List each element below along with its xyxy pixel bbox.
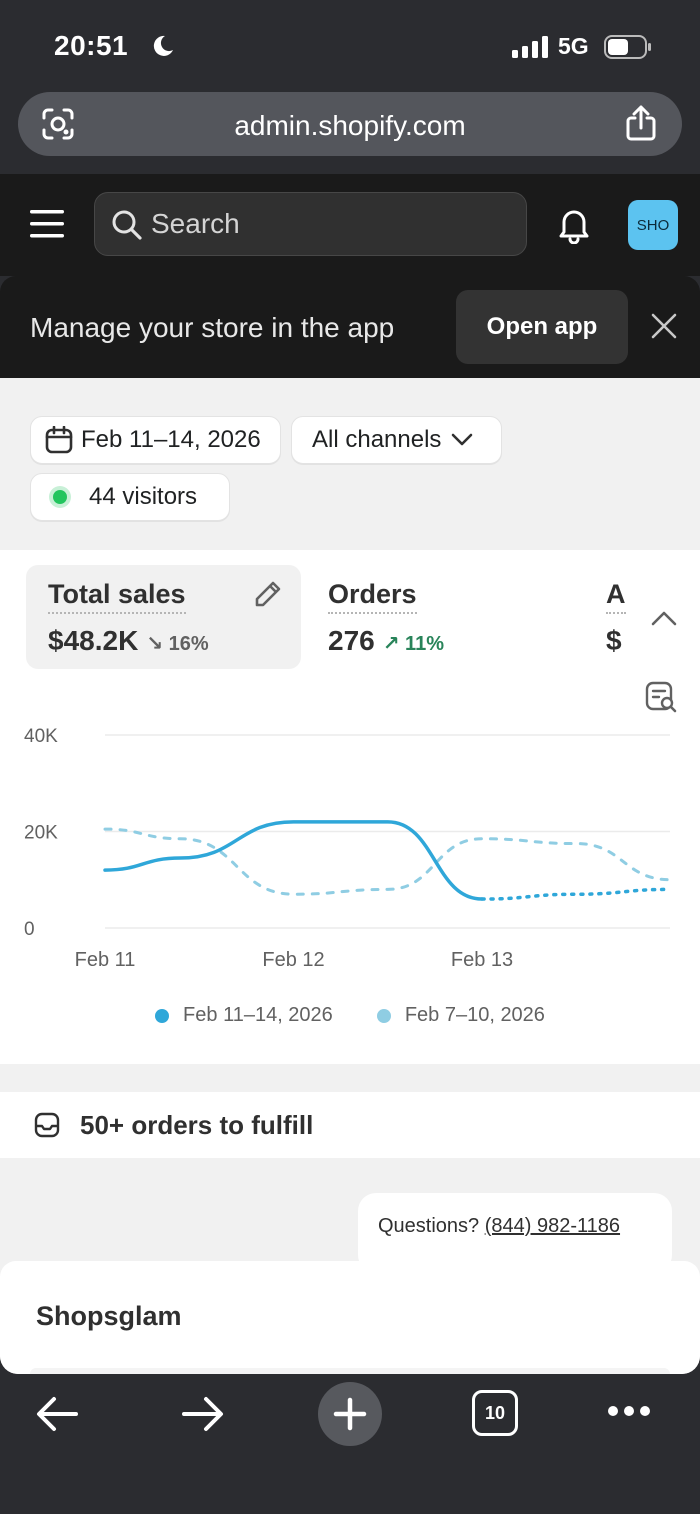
chevron-up-icon[interactable] xyxy=(650,608,678,628)
calendar-icon xyxy=(45,426,73,454)
metric-tab-third[interactable]: A $ xyxy=(586,565,626,669)
support-text: Questions? (844) 982-1186 xyxy=(378,1215,620,1238)
date-range-picker[interactable]: Feb 11–14, 2026 xyxy=(30,416,281,464)
orders-label: Orders xyxy=(328,579,417,614)
legend-item-previous: Feb 7–10, 2026 xyxy=(376,1004,545,1027)
plus-icon xyxy=(333,1397,367,1431)
banner-text: Manage your store in the app xyxy=(30,312,395,343)
third-metric-label: A xyxy=(606,579,626,614)
status-time: 20:51 xyxy=(54,30,129,61)
new-tab-button[interactable] xyxy=(318,1382,382,1446)
store-card[interactable]: Shopsglam xyxy=(0,1261,700,1374)
legend-dot-previous xyxy=(376,1008,391,1023)
store-card-divider xyxy=(30,1368,670,1374)
x-tick-label: Feb 11 xyxy=(75,949,136,971)
total-sales-amount: $48.2K xyxy=(48,625,139,656)
address-bar[interactable]: admin.shopify.com xyxy=(18,92,682,156)
live-dot-icon xyxy=(53,490,67,504)
more-options-icon[interactable] xyxy=(606,1404,652,1418)
support-phone-link[interactable]: (844) 982-1186 xyxy=(484,1215,621,1237)
inbox-icon xyxy=(34,1112,60,1138)
channels-dropdown[interactable]: All channels xyxy=(291,416,502,464)
support-question: Questions? xyxy=(378,1215,480,1237)
lens-icon[interactable] xyxy=(40,106,76,142)
view-report-icon[interactable] xyxy=(644,680,678,714)
moon-icon xyxy=(153,35,173,56)
share-icon[interactable] xyxy=(624,104,658,142)
support-card: Questions? (844) 982-1186 xyxy=(358,1193,672,1273)
admin-header: SHO xyxy=(0,174,700,276)
series-line-dashed xyxy=(103,827,672,896)
store-name: Shopsglam xyxy=(36,1301,182,1331)
legend-label-previous: Feb 7–10, 2026 xyxy=(404,1004,545,1026)
legend-dot-current xyxy=(155,1008,170,1023)
tab-switcher-button[interactable]: 10 xyxy=(472,1390,518,1436)
browser-toolbar: 10 xyxy=(0,1374,700,1514)
search-box[interactable] xyxy=(94,192,527,256)
chevron-down-icon xyxy=(452,433,473,446)
metric-tab-orders[interactable]: Orders 276 ↗ 11% xyxy=(306,565,576,669)
close-icon[interactable] xyxy=(650,312,678,340)
signal-icon xyxy=(512,36,548,58)
orders-amount: 276 xyxy=(328,625,375,656)
series-line-dotted xyxy=(480,887,673,901)
network-label: 5G xyxy=(558,33,589,59)
analytics-card: Total sales $48.2K ↘ 16% Orders 276 ↗ 11% … xyxy=(0,550,700,1064)
x-tick-label: Feb 13 xyxy=(451,949,513,971)
metric-tab-total-sales[interactable]: Total sales $48.2K ↘ 16% xyxy=(26,565,301,669)
search-icon xyxy=(112,210,142,240)
live-visitors-chip[interactable]: 44 visitors xyxy=(30,473,230,521)
y-tick-label: 0 xyxy=(24,919,35,940)
search-input[interactable] xyxy=(151,193,511,255)
x-tick-label: Feb 12 xyxy=(262,949,324,971)
orders-delta: ↗ 11% xyxy=(382,633,444,655)
total-sales-value: $48.2K ↘ 16% xyxy=(48,625,209,657)
sales-line-chart: 40K 20K 0 Feb 11 Feb 12 Feb 13 xyxy=(24,726,673,971)
avatar[interactable]: SHO xyxy=(628,200,678,250)
date-range-label: Feb 11–14, 2026 xyxy=(81,426,261,453)
battery-icon xyxy=(604,35,651,59)
total-sales-delta-value: 16% xyxy=(168,633,209,655)
app-banner: Manage your store in the app Open app xyxy=(0,276,700,378)
orders-value: 276 ↗ 11% xyxy=(328,625,444,657)
forward-arrow-icon[interactable] xyxy=(180,1394,226,1434)
third-metric-value: $ xyxy=(606,625,622,656)
visitors-label: 44 visitors xyxy=(89,483,198,510)
y-tick-label: 20K xyxy=(24,823,58,844)
orders-to-fulfill-row[interactable]: 50+ orders to fulfill xyxy=(0,1092,700,1158)
bell-icon[interactable] xyxy=(556,206,592,244)
legend-item-current: Feb 11–14, 2026 xyxy=(155,1004,333,1027)
main-content: Feb 11–14, 2026 All channels 44 visitors… xyxy=(0,378,700,1374)
orders-to-fulfill-text: 50+ orders to fulfill xyxy=(80,1110,314,1140)
channels-label: All channels xyxy=(312,426,442,453)
series-line-solid xyxy=(103,820,484,901)
chart-legend: Feb 11–14, 2026 Feb 7–10, 2026 xyxy=(0,1004,700,1027)
pencil-icon[interactable] xyxy=(252,578,284,610)
total-sales-delta: ↘ 16% xyxy=(146,633,209,655)
status-bar: 20:51 5G xyxy=(0,0,700,88)
y-tick-label: 40K xyxy=(24,726,58,747)
open-app-button[interactable]: Open app xyxy=(456,290,628,364)
total-sales-label: Total sales xyxy=(48,579,186,614)
hamburger-menu-icon[interactable] xyxy=(30,208,64,240)
legend-label-current: Feb 11–14, 2026 xyxy=(183,1004,333,1026)
url-text[interactable]: admin.shopify.com xyxy=(234,110,466,141)
orders-delta-value: 11% xyxy=(405,633,444,655)
back-arrow-icon[interactable] xyxy=(34,1394,80,1434)
